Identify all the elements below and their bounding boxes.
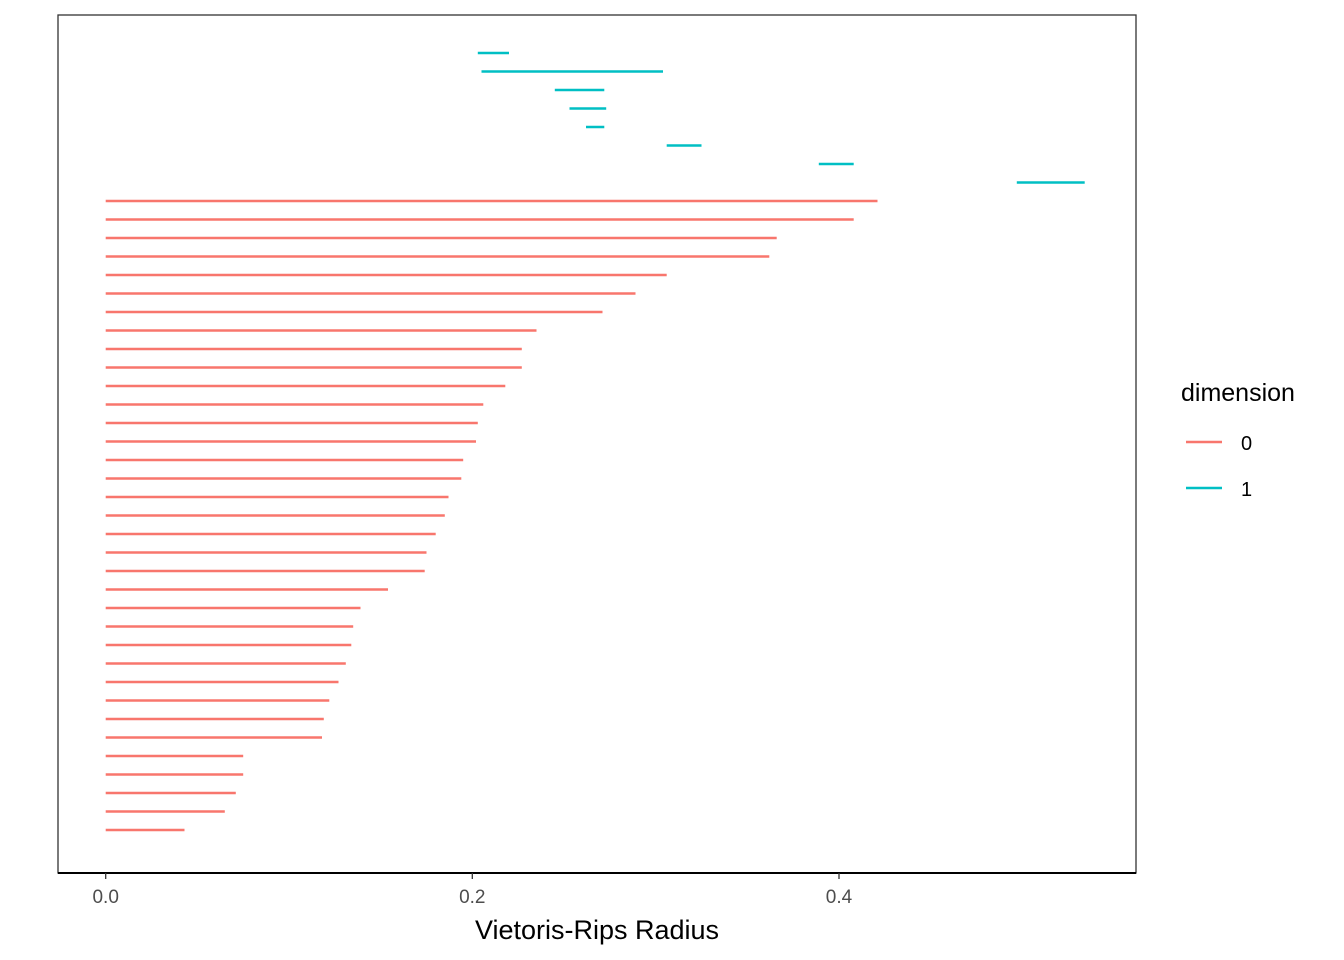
persistence-bars — [105, 51, 1085, 832]
legend-label-0: 0 — [1241, 433, 1252, 455]
panel-border — [57, 14, 1137, 874]
legend-title: dimension — [1181, 379, 1295, 407]
x-tick-label-2: 0.4 — [826, 887, 853, 908]
x-axis-ticks: 0.0 0.2 0.4 — [92, 873, 853, 908]
x-tick-label-1: 0.2 — [459, 887, 485, 908]
legend: dimension 0 1 — [1181, 379, 1295, 501]
x-axis-title: Vietoris-Rips Radius — [475, 915, 719, 945]
x-tick-label-0: 0.0 — [92, 887, 118, 908]
legend-label-1: 1 — [1241, 479, 1252, 501]
